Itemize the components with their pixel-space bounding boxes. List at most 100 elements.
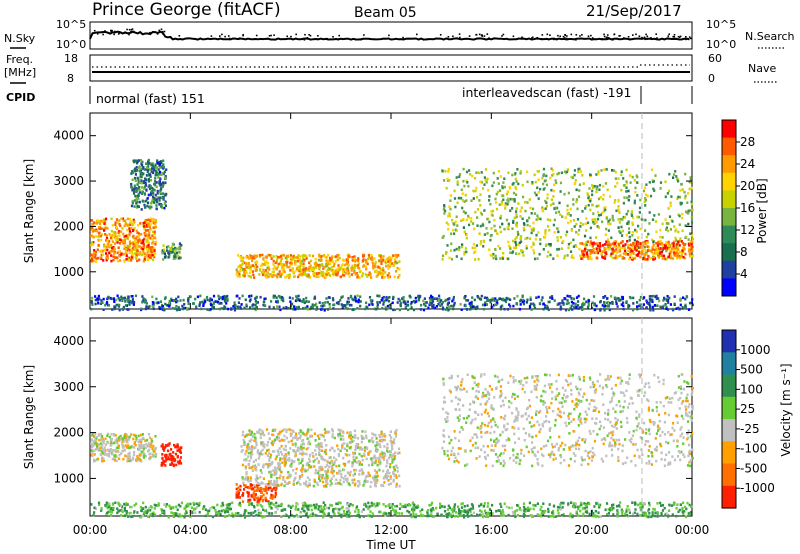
range-cell — [303, 254, 307, 257]
range-cell — [312, 272, 315, 276]
range-cell — [318, 301, 321, 304]
range-cell — [537, 231, 540, 234]
range-cell — [329, 479, 332, 483]
range-cell — [149, 236, 152, 240]
range-cell — [487, 188, 490, 192]
range-cell — [567, 191, 570, 195]
range-cell — [611, 169, 614, 172]
range-cell — [597, 172, 600, 175]
range-cell — [225, 297, 228, 300]
range-cell — [175, 463, 178, 467]
range-cell — [474, 258, 477, 261]
range-cell — [272, 495, 275, 498]
nsearch-point — [332, 36, 334, 38]
range-cell — [90, 257, 93, 260]
nsearch-point — [667, 37, 669, 39]
range-cell — [573, 169, 576, 172]
range-cell — [601, 211, 604, 215]
range-cell — [627, 244, 630, 247]
range-cell — [288, 428, 291, 431]
range-cell — [161, 181, 165, 184]
range-cell — [622, 307, 625, 311]
range-cell — [130, 256, 133, 259]
range-cell — [292, 449, 295, 452]
range-cell — [613, 242, 616, 245]
range-cell — [151, 305, 154, 308]
range-cell — [235, 272, 238, 276]
range-cell — [133, 433, 136, 437]
range-cell — [579, 225, 582, 228]
range-cell — [672, 176, 675, 179]
range-cell — [394, 253, 397, 257]
range-cell — [549, 253, 552, 257]
range-cell — [459, 303, 462, 306]
range-cell — [470, 199, 473, 202]
range-cell — [448, 179, 451, 182]
range-cell — [133, 252, 136, 255]
range-cell — [144, 439, 147, 443]
range-cell — [149, 248, 152, 252]
range-cell — [155, 207, 158, 211]
nsky-label: N.Sky — [4, 32, 36, 45]
range-cell — [221, 297, 224, 301]
range-cell — [107, 432, 110, 436]
nsearch-point — [118, 32, 121, 34]
range-cell — [142, 252, 145, 256]
range-cell — [497, 170, 500, 173]
range-cell — [639, 246, 642, 249]
range-cell — [274, 457, 277, 461]
range-cell — [279, 430, 282, 434]
range-cell — [248, 257, 251, 261]
range-cell — [535, 218, 538, 221]
range-cell — [652, 252, 655, 256]
range-cell — [365, 259, 368, 262]
range-cell — [688, 187, 691, 191]
range-cell — [148, 436, 151, 439]
range-cell — [474, 246, 477, 250]
range-cell — [509, 187, 512, 190]
range-cell — [288, 276, 291, 279]
range-cell — [680, 240, 683, 243]
nsearch-point — [483, 35, 486, 37]
range-cell — [314, 264, 317, 267]
range-cell — [609, 254, 612, 258]
range-cell — [132, 456, 135, 460]
range-cell — [103, 446, 106, 449]
range-cell — [151, 238, 154, 241]
range-cell — [646, 194, 649, 198]
range-cell — [260, 264, 263, 267]
range-cell — [118, 254, 122, 258]
nsearch-point — [160, 28, 163, 31]
range-cell — [267, 500, 270, 503]
range-cell — [148, 168, 151, 171]
range-cell — [519, 303, 522, 306]
range-cell — [146, 166, 149, 170]
range-cell — [370, 439, 373, 442]
range-cell — [333, 449, 336, 453]
range-cell — [592, 241, 595, 245]
range-cell — [646, 252, 649, 256]
range-cell — [575, 198, 579, 201]
range-cell — [148, 457, 151, 461]
range-cell — [522, 195, 525, 199]
nsearch-point — [646, 37, 649, 40]
range-cell — [136, 249, 139, 252]
range-cell — [549, 243, 552, 246]
range-cell — [137, 178, 140, 182]
range-cell — [102, 259, 105, 262]
range-cell — [314, 257, 317, 261]
range-cell — [157, 301, 160, 304]
range-cell — [102, 441, 105, 445]
range-cell — [318, 451, 321, 455]
range-cell — [377, 266, 380, 269]
range-cell — [305, 447, 308, 451]
range-cell — [101, 448, 104, 451]
range-cell — [391, 461, 394, 464]
range-cell — [636, 244, 639, 247]
range-cell — [142, 200, 145, 203]
range-cell — [598, 188, 601, 191]
range-cell — [486, 217, 489, 221]
range-cell — [362, 265, 365, 268]
nsearch-point — [238, 37, 241, 39]
range-cell — [145, 218, 148, 222]
